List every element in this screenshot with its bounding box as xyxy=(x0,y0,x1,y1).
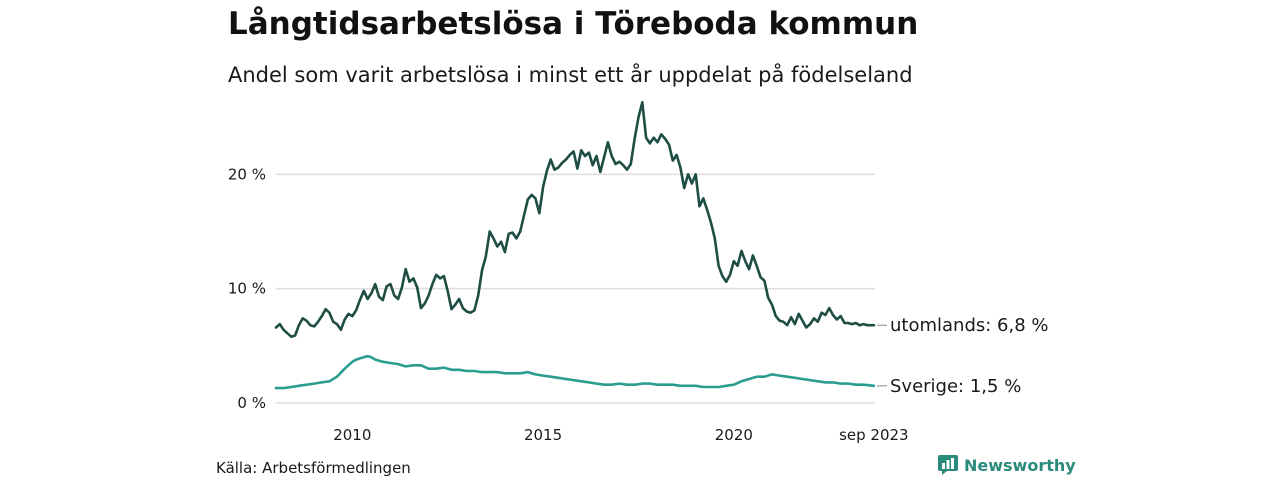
series-end-labels: utomlands: 6,8 % Sverige: 1,5 % xyxy=(877,315,1049,397)
source-note: Källa: Arbetsförmedlingen xyxy=(216,459,411,477)
gridlines xyxy=(276,173,875,404)
y-tick-label: 20 % xyxy=(228,165,266,183)
series-line-utomlands xyxy=(274,101,876,338)
x-axis-ticks: 2010 2015 2020 sep 2023 xyxy=(333,426,908,444)
newsworthy-logo: Newsworthy xyxy=(938,455,1076,475)
newsworthy-icon xyxy=(938,455,958,475)
x-tick-label: 2010 xyxy=(333,426,371,444)
series-line-sverige xyxy=(274,354,876,390)
brand-name: Newsworthy xyxy=(964,455,1076,475)
chart-title: Långtidsarbetslösa i Töreboda kommun xyxy=(228,6,919,42)
x-tick-label: 2020 xyxy=(715,426,753,444)
series-lines xyxy=(274,101,876,390)
x-tick-label: sep 2023 xyxy=(839,426,909,444)
y-tick-label: 0 % xyxy=(237,394,266,412)
end-label-utomlands: utomlands: 6,8 % xyxy=(890,315,1049,336)
x-tick-label: 2015 xyxy=(524,426,562,444)
end-label-sverige: Sverige: 1,5 % xyxy=(890,376,1021,397)
y-axis-ticks: 0 % 10 % 20 % xyxy=(228,165,266,412)
chart-subtitle: Andel som varit arbetslösa i minst ett å… xyxy=(228,63,913,87)
y-tick-label: 10 % xyxy=(228,280,266,298)
